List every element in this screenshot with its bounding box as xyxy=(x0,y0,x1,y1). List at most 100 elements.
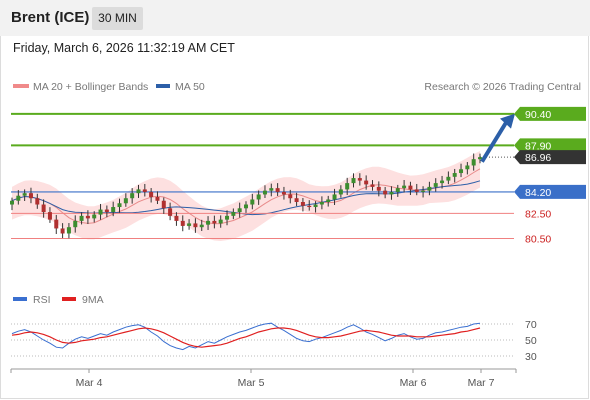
candle-body xyxy=(79,215,84,221)
candle-body xyxy=(408,185,413,190)
candle-body xyxy=(427,186,432,191)
candle-body xyxy=(117,203,122,208)
instrument-title: Brent (ICE) xyxy=(11,9,90,26)
candle-body xyxy=(281,191,286,195)
time-axis-label: Mar 7 xyxy=(468,377,495,389)
time-axis-label: Mar 4 xyxy=(76,377,103,389)
rsi-line xyxy=(11,322,481,351)
candle-body xyxy=(288,194,293,199)
candle-body xyxy=(35,198,40,205)
candle-body xyxy=(338,189,343,195)
candle-body xyxy=(168,208,173,216)
level-label-support: 80.50 xyxy=(525,234,551,246)
candle-body xyxy=(357,178,362,181)
chart-header: Brent (ICE) 30 MIN xyxy=(0,0,590,36)
rsi-ma-swatch xyxy=(62,297,76,301)
level-tag-resistance xyxy=(514,138,586,153)
candle-body xyxy=(180,220,185,226)
time-axis-label: Mar 6 xyxy=(400,377,427,389)
candle-body xyxy=(149,191,154,197)
candle-body xyxy=(250,199,255,205)
time-axis: Mar 4 Mar 5 Mar 6 Mar 7 xyxy=(10,369,517,389)
candle-body xyxy=(459,169,464,174)
rsi-ma-legend-label: 9MA xyxy=(82,294,104,306)
rsi-axis-label: 30 xyxy=(525,351,537,363)
level-label-resistance: 90.40 xyxy=(525,109,551,121)
time-axis-label: Mar 5 xyxy=(238,377,265,389)
candle-body xyxy=(383,190,388,195)
chart-frame xyxy=(0,36,589,399)
ma50-swatch xyxy=(156,84,170,88)
candle-body xyxy=(307,205,312,208)
candle-body xyxy=(212,220,217,224)
candle-body xyxy=(187,223,192,226)
ma50-legend: MA 50 xyxy=(175,81,205,93)
bollinger-swatch xyxy=(13,84,29,88)
level-label-resistance: 87.90 xyxy=(525,140,551,152)
candle-body xyxy=(231,212,236,216)
candle-body xyxy=(269,188,274,191)
candle-body xyxy=(294,198,299,202)
candle-body xyxy=(142,189,147,192)
candle-body xyxy=(364,180,369,185)
ma20-line xyxy=(11,168,481,225)
forecast-arrow xyxy=(480,121,508,163)
candle-body xyxy=(98,209,103,215)
main-legend: MA 20 + Bollinger Bands MA 50 Research ©… xyxy=(13,81,581,93)
candle-body xyxy=(402,185,407,189)
candle-body xyxy=(60,228,65,234)
candle-body xyxy=(332,194,337,200)
candle-body xyxy=(256,194,261,200)
candle-body xyxy=(370,184,375,187)
candle-body xyxy=(326,199,331,202)
candle-body xyxy=(123,198,128,204)
candle-body xyxy=(104,209,109,213)
candle-body xyxy=(199,224,204,228)
price-area xyxy=(10,112,515,241)
candle-body xyxy=(465,165,470,170)
candle-body xyxy=(206,220,211,225)
candle-body xyxy=(300,202,305,206)
candle-body xyxy=(10,200,14,205)
candle-body xyxy=(433,183,438,187)
candle-body xyxy=(244,204,248,209)
rsi-ma-line xyxy=(11,327,481,348)
candle-body xyxy=(22,193,27,196)
level-tag-pivot xyxy=(514,184,586,199)
rsi-legend-label: RSI xyxy=(33,294,51,306)
candle-body xyxy=(478,157,482,160)
chart-datetime: Friday, March 6, 2026 11:32:19 AM CET xyxy=(13,41,235,55)
level-label-support: 82.50 xyxy=(525,208,551,220)
candle-body xyxy=(262,190,267,195)
forecast-arrow-head xyxy=(500,113,515,129)
candle-body xyxy=(275,188,280,192)
level-label-current: 86.96 xyxy=(525,152,551,164)
candle-body xyxy=(395,188,400,192)
candle-body xyxy=(155,196,160,201)
candle-body xyxy=(66,227,71,234)
candle-body xyxy=(54,219,59,229)
rsi-axis-label: 50 xyxy=(525,335,537,347)
candle-body xyxy=(130,193,135,199)
candle-body xyxy=(47,212,52,220)
bollinger-band-fill xyxy=(12,151,480,241)
candle-body xyxy=(421,190,426,192)
rsi-panel: 70 50 30 xyxy=(11,319,537,363)
rsi-swatch xyxy=(13,297,27,301)
rsi-axis-label: 70 xyxy=(525,319,537,331)
interval-selector[interactable]: 30 MIN xyxy=(92,7,143,30)
candle-body xyxy=(193,223,198,228)
research-credit: Research © 2026 Trading Central xyxy=(424,81,581,93)
level-tag-current xyxy=(514,150,586,165)
bollinger-legend: MA 20 + Bollinger Bands xyxy=(33,81,148,93)
candle-body xyxy=(161,200,166,209)
candle-body xyxy=(73,220,78,228)
candle-body xyxy=(389,191,394,195)
candle-body xyxy=(237,208,242,213)
candle-body xyxy=(85,215,90,219)
candle-body xyxy=(414,189,419,192)
candle-body xyxy=(225,215,230,220)
candle-body xyxy=(351,178,356,184)
